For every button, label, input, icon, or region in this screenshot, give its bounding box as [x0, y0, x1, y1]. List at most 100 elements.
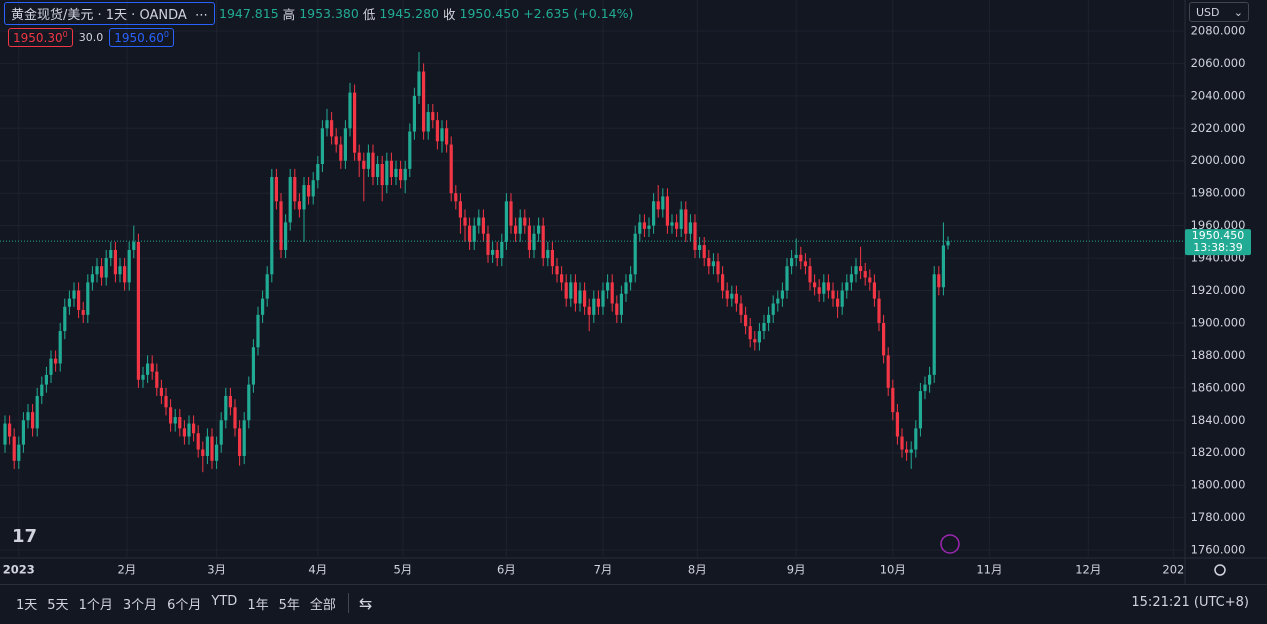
candle-body: [583, 290, 587, 307]
buy-button[interactable]: 1950.600: [109, 28, 174, 47]
candle-body: [665, 196, 670, 226]
range-button[interactable]: 1天: [16, 597, 38, 613]
candle-body: [932, 274, 936, 375]
candle-body: [431, 112, 435, 121]
candle-body: [523, 217, 527, 226]
candle-body: [509, 201, 513, 226]
candle-body: [564, 282, 568, 299]
trade-panel: 1950.300 30.0 1950.600: [8, 28, 174, 47]
candle-body: [739, 303, 743, 315]
toolbar: 1天 5天 1个月 3个月 6个月 YTD 1年 5年 全部 ⇆ 15:21:21 (UTC+8…: [0, 584, 1267, 621]
candle-body: [233, 407, 237, 429]
candle-body: [182, 428, 187, 437]
candle-body: [26, 412, 30, 421]
candle-body: [63, 306, 67, 332]
candle-body: [744, 314, 748, 327]
symbol-text: 黄金现货/美元 · 1天 · OANDA: [11, 8, 187, 23]
candle-body: [872, 282, 877, 299]
candle-body: [730, 293, 734, 299]
y-tick-label: 1920.000: [1191, 283, 1246, 297]
candle-body: [408, 131, 412, 169]
candle-body: [762, 322, 766, 332]
range-button[interactable]: 全部: [309, 597, 336, 613]
candle-body: [274, 176, 279, 202]
candle-body: [813, 282, 817, 288]
range-button[interactable]: 3个月: [122, 597, 158, 613]
candle-body: [343, 128, 348, 161]
symbol[interactable]: 黄金现货/美元 · 1天 · OANDA ⋯: [4, 2, 216, 25]
candle-body: [100, 266, 104, 278]
buy-price: 1950.60: [114, 31, 164, 45]
candle-body: [826, 282, 831, 291]
candle-body: [224, 395, 228, 421]
candle-body: [532, 233, 536, 250]
range-button[interactable]: 1个月: [78, 597, 113, 613]
currency-select[interactable]: USD ⌄: [1189, 2, 1249, 22]
candle-body: [435, 120, 440, 142]
range-button[interactable]: YTD: [211, 593, 238, 609]
candle-body: [90, 274, 95, 283]
candle-body: [619, 293, 624, 315]
candle-body: [849, 274, 854, 283]
candle-body: [693, 222, 697, 250]
candle-body: [803, 261, 808, 267]
candle-body: [468, 225, 472, 242]
candle-body: [380, 163, 384, 186]
candle-body: [514, 225, 518, 234]
candle-body: [3, 423, 7, 445]
candle-body: [817, 287, 821, 294]
candle-body: [504, 201, 509, 242]
y-tick-label: 1840.000: [1191, 413, 1246, 427]
candle-body: [652, 201, 656, 226]
candle-body: [707, 258, 711, 267]
candle-body: [836, 298, 840, 307]
candle-body: [716, 261, 720, 275]
candle-body: [624, 282, 628, 294]
x-tick-label: 8月: [688, 563, 707, 577]
candle-body: [928, 374, 932, 385]
candle-body: [77, 290, 81, 310]
close-label: 收: [443, 7, 456, 22]
settings-icon[interactable]: [1214, 564, 1226, 576]
candle-body: [500, 241, 504, 259]
candle-body: [886, 355, 890, 388]
countdown: 13:38:39: [1193, 241, 1242, 254]
compare-icon[interactable]: ⇆: [358, 593, 373, 613]
event-icon[interactable]: [940, 534, 960, 554]
candle-body: [629, 274, 633, 283]
logo: 17: [12, 526, 37, 547]
sell-button[interactable]: 1950.300: [8, 28, 73, 47]
x-tick-label: 4月: [308, 563, 327, 577]
candle-body: [12, 436, 16, 461]
candle-body: [132, 241, 136, 250]
x-tick-label: 10月: [880, 563, 906, 577]
range-button[interactable]: 1年: [247, 597, 269, 613]
candle-body: [670, 222, 674, 226]
range-button[interactable]: 5年: [278, 597, 300, 613]
range-button[interactable]: 5天: [47, 597, 69, 613]
range-button[interactable]: 6个月: [167, 597, 202, 613]
candle-body: [711, 261, 716, 267]
candle-body: [573, 282, 578, 304]
candle-body: [366, 152, 371, 169]
candle-body: [799, 254, 803, 262]
candle-body: [578, 290, 582, 304]
candle-body: [215, 444, 219, 461]
candle-body: [173, 417, 177, 424]
candle-body: [348, 92, 352, 129]
candle-body: [54, 358, 58, 364]
candle-body: [914, 428, 918, 450]
candle-body: [196, 433, 200, 450]
candle-body: [169, 407, 173, 424]
candle-body: [86, 282, 90, 315]
candle-body: [376, 163, 380, 177]
candle-body: [606, 282, 610, 291]
x-tick-label: 202: [1162, 563, 1184, 577]
y-tick-label: 2080.000: [1191, 23, 1246, 37]
candle-body: [219, 420, 223, 445]
candle-body: [721, 274, 725, 291]
candle-body: [895, 412, 900, 437]
candle-body: [633, 233, 637, 275]
chart: 1760.000 1780.000 1800.000 1820.000 1840.000…: [0, 0, 1267, 584]
